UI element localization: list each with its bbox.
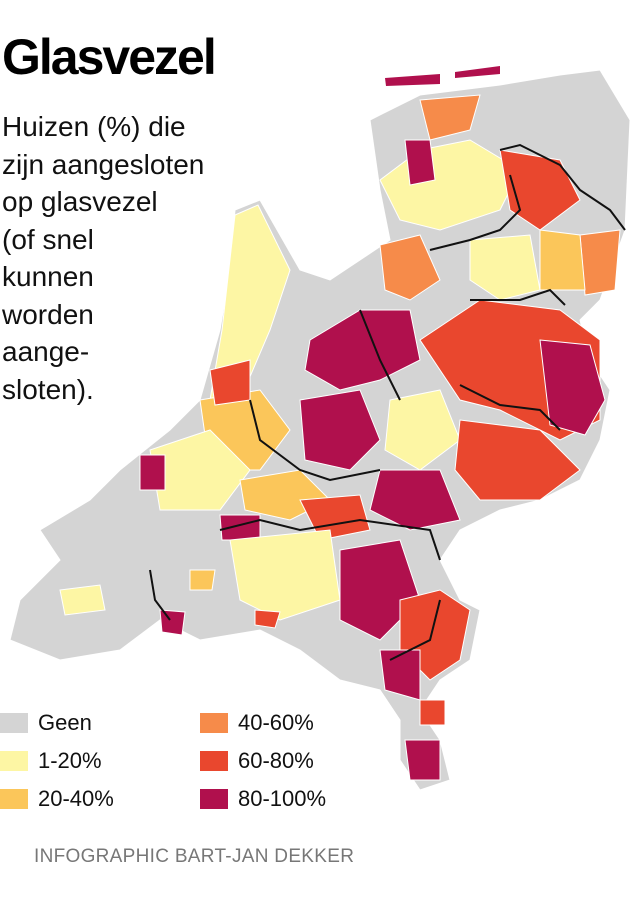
island	[385, 74, 440, 86]
legend-swatch	[0, 751, 28, 771]
legend-label: 40-60%	[238, 710, 314, 735]
legend-swatch	[0, 789, 28, 809]
legend-item: 60-80%	[200, 748, 314, 774]
legend-item: Geen	[0, 710, 92, 736]
legend-swatch	[200, 713, 228, 733]
legend-label: 1-20%	[38, 748, 102, 773]
legend-item: 20-40%	[0, 786, 114, 812]
subtitle-line: op glasvezel	[2, 186, 158, 217]
subtitle-line: sloten).	[2, 373, 94, 405]
legend-item: 80-100%	[200, 786, 326, 812]
legend-label: 20-40%	[38, 786, 114, 811]
island	[455, 66, 500, 78]
subtitle: Huizen (%) die zijn aangesloten op glasvez…	[2, 108, 204, 408]
subtitle-line: worden	[2, 298, 94, 330]
subtitle-line: Huizen (%) die	[2, 111, 186, 142]
legend-swatch	[0, 713, 28, 733]
legend-label: 80-100%	[238, 786, 327, 811]
subtitle-line: aange-	[2, 336, 90, 367]
title: Glasvezel	[2, 29, 217, 85]
legend-item: 40-60%	[200, 710, 314, 736]
legend-swatch	[200, 789, 228, 809]
subtitle-line: (of snel	[2, 223, 94, 255]
legend-label: 60-80%	[238, 748, 314, 773]
subtitle-line: zijn aangesloten	[2, 148, 205, 180]
province-borders	[149, 143, 626, 661]
subtitle-line: kunnen	[2, 261, 94, 292]
legend-item: 1-20%	[0, 748, 102, 774]
legend-label: Geen	[38, 710, 92, 735]
legend-swatch	[200, 751, 228, 771]
regions	[59, 94, 621, 781]
credit: INFOGRAPHIC BART-JAN DEKKER	[34, 846, 355, 867]
